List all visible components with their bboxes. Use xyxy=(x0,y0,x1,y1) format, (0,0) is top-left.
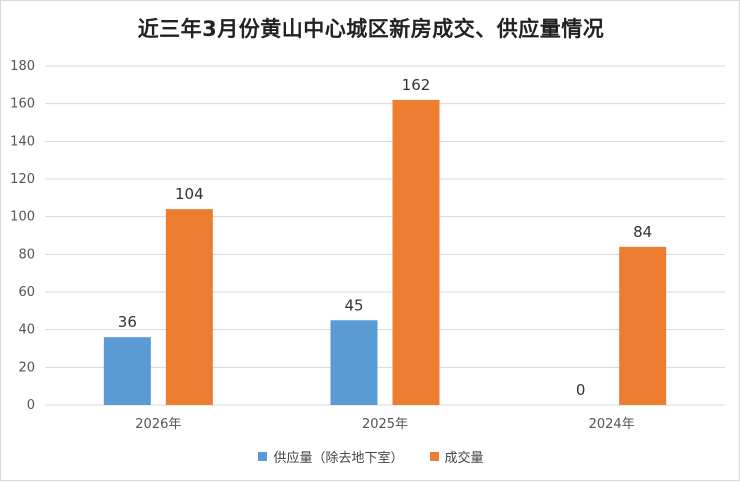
bar xyxy=(619,246,667,405)
y-tick-label: 120 xyxy=(10,172,35,187)
y-tick-label: 80 xyxy=(18,247,35,262)
legend-swatch-supply xyxy=(258,452,268,461)
y-tick-label: 140 xyxy=(10,134,35,149)
data-label: 104 xyxy=(175,185,204,203)
x-tick-label: 2024年 xyxy=(589,417,635,432)
legend: 供应量（除去地下室） 成交量 xyxy=(1,447,740,466)
legend-label-supply: 供应量（除去地下室） xyxy=(273,451,404,466)
bars xyxy=(103,99,667,406)
bar xyxy=(330,320,378,405)
data-label: 162 xyxy=(402,76,431,94)
data-labels: 36 104 45 162 0 84 xyxy=(118,76,652,399)
x-axis: 2026年 2025年 2024年 xyxy=(135,417,634,432)
y-tick-label: 100 xyxy=(10,210,35,225)
data-label: 36 xyxy=(118,313,137,331)
y-tick-label: 40 xyxy=(18,323,35,338)
legend-item-supply: 供应量（除去地下室） xyxy=(258,447,404,466)
y-tick-label: 20 xyxy=(18,360,35,375)
legend-item-deals: 成交量 xyxy=(429,447,484,466)
x-tick-label: 2026年 xyxy=(135,417,181,432)
x-tick-label: 2025年 xyxy=(362,417,408,432)
y-tick-label: 60 xyxy=(18,285,35,300)
legend-label-deals: 成交量 xyxy=(444,451,484,466)
y-tick-label: 160 xyxy=(10,97,35,112)
legend-swatch-deals xyxy=(429,452,439,461)
data-label: 84 xyxy=(633,223,652,241)
data-label: 0 xyxy=(576,381,586,399)
data-label: 45 xyxy=(344,296,363,314)
bar xyxy=(165,209,213,405)
bar xyxy=(103,337,151,405)
chart-title: 近三年3月份黄山中心城区新房成交、供应量情况 xyxy=(137,17,605,41)
bar xyxy=(392,99,440,406)
grid-lines xyxy=(45,65,725,406)
y-tick-label: 0 xyxy=(27,398,35,413)
y-tick-label: 180 xyxy=(10,59,35,74)
y-axis: 0 20 40 60 80 100 120 140 160 180 xyxy=(10,59,35,413)
